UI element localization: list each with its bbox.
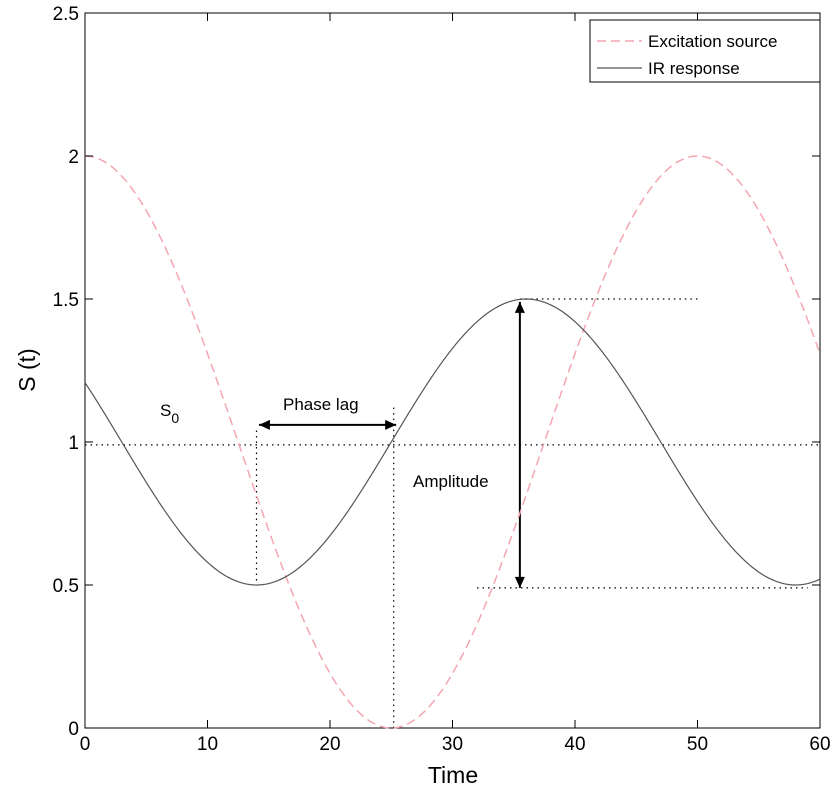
y-tick-label: 1: [68, 433, 79, 454]
amplitude-arrowhead-bottom: [514, 576, 525, 588]
x-tick-label: 60: [809, 734, 830, 755]
y-tick-label: 2.5: [53, 4, 79, 25]
x-tick-label: 50: [687, 734, 708, 755]
phase-lag-label: Phase lag: [283, 395, 359, 414]
y-tick-label: 2: [68, 147, 79, 168]
x-tick-label: 30: [442, 734, 463, 755]
y-tick-label: 1.5: [53, 290, 79, 311]
y-tick-label: 0: [68, 719, 79, 740]
x-tick-label: 10: [197, 734, 218, 755]
amplitude-arrowhead-top: [514, 301, 525, 313]
amplitude-label: Amplitude: [413, 472, 489, 491]
legend-excitation-label: Excitation source: [648, 32, 777, 51]
annotations-layer: [85, 298, 820, 728]
plot-area: [84, 12, 821, 729]
x-tick-label: 20: [319, 734, 340, 755]
x-axis-label: Time: [428, 762, 478, 788]
x-tick-label: 0: [80, 734, 91, 755]
y-axis-label: S (t): [14, 348, 40, 391]
series-layer: [84, 155, 821, 729]
legend: Excitation source IR response: [589, 19, 821, 83]
y-tick-label: 0.5: [53, 576, 79, 597]
s0-annotation-main: S: [160, 401, 171, 420]
series-excitation-line: [84, 155, 821, 729]
legend-ir-label: IR response: [648, 59, 740, 78]
s0-annotation: S0: [160, 401, 179, 426]
ticks-layer: 0 10 20 30 40 50 60 0 0.5 1 1.5 2 2.5: [53, 4, 831, 755]
x-tick-label: 40: [564, 734, 585, 755]
phase-lag-arrowhead-right: [385, 419, 397, 430]
s0-annotation-sub: 0: [171, 410, 179, 426]
legend-box: [589, 19, 821, 83]
phase-lag-arrowhead-left: [258, 419, 270, 430]
series-ir-response-line: [84, 298, 821, 586]
